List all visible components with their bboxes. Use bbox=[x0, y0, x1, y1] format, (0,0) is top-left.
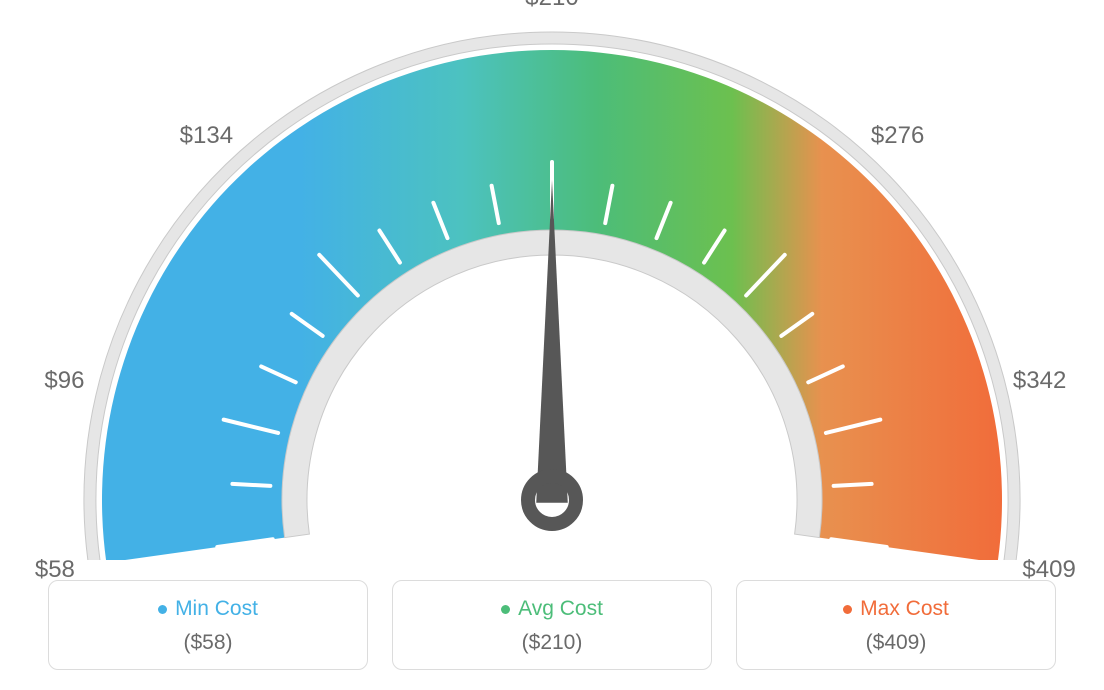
tick-label: $276 bbox=[871, 122, 924, 150]
tick-label: $342 bbox=[1013, 367, 1066, 395]
legend-value: ($58) bbox=[61, 631, 355, 655]
gauge-svg bbox=[0, 0, 1104, 560]
legend-dot-icon bbox=[158, 605, 167, 614]
legend-title: Avg Cost bbox=[501, 597, 603, 621]
tick-label: $134 bbox=[180, 122, 233, 150]
legend-value: ($210) bbox=[405, 631, 699, 655]
gauge-tick bbox=[834, 484, 872, 486]
legend-dot-icon bbox=[843, 605, 852, 614]
legend-card: Avg Cost ($210) bbox=[392, 580, 712, 670]
legend-title-text: Max Cost bbox=[860, 597, 949, 621]
legend-title: Max Cost bbox=[843, 597, 949, 621]
legend-value: ($409) bbox=[749, 631, 1043, 655]
tick-label: $96 bbox=[44, 367, 84, 395]
legend-card: Max Cost ($409) bbox=[736, 580, 1056, 670]
legend-card: Min Cost ($58) bbox=[48, 580, 368, 670]
gauge-chart: $58$96$134$210$276$342$409 bbox=[0, 0, 1104, 560]
gauge-tick bbox=[232, 484, 270, 486]
legend-dot-icon bbox=[501, 605, 510, 614]
legend-row: Min Cost ($58) Avg Cost ($210) Max Cost ($409… bbox=[0, 580, 1104, 670]
tick-label: $210 bbox=[525, 0, 578, 12]
legend-title: Min Cost bbox=[158, 597, 258, 621]
legend-title-text: Min Cost bbox=[175, 597, 258, 621]
legend-title-text: Avg Cost bbox=[518, 597, 603, 621]
